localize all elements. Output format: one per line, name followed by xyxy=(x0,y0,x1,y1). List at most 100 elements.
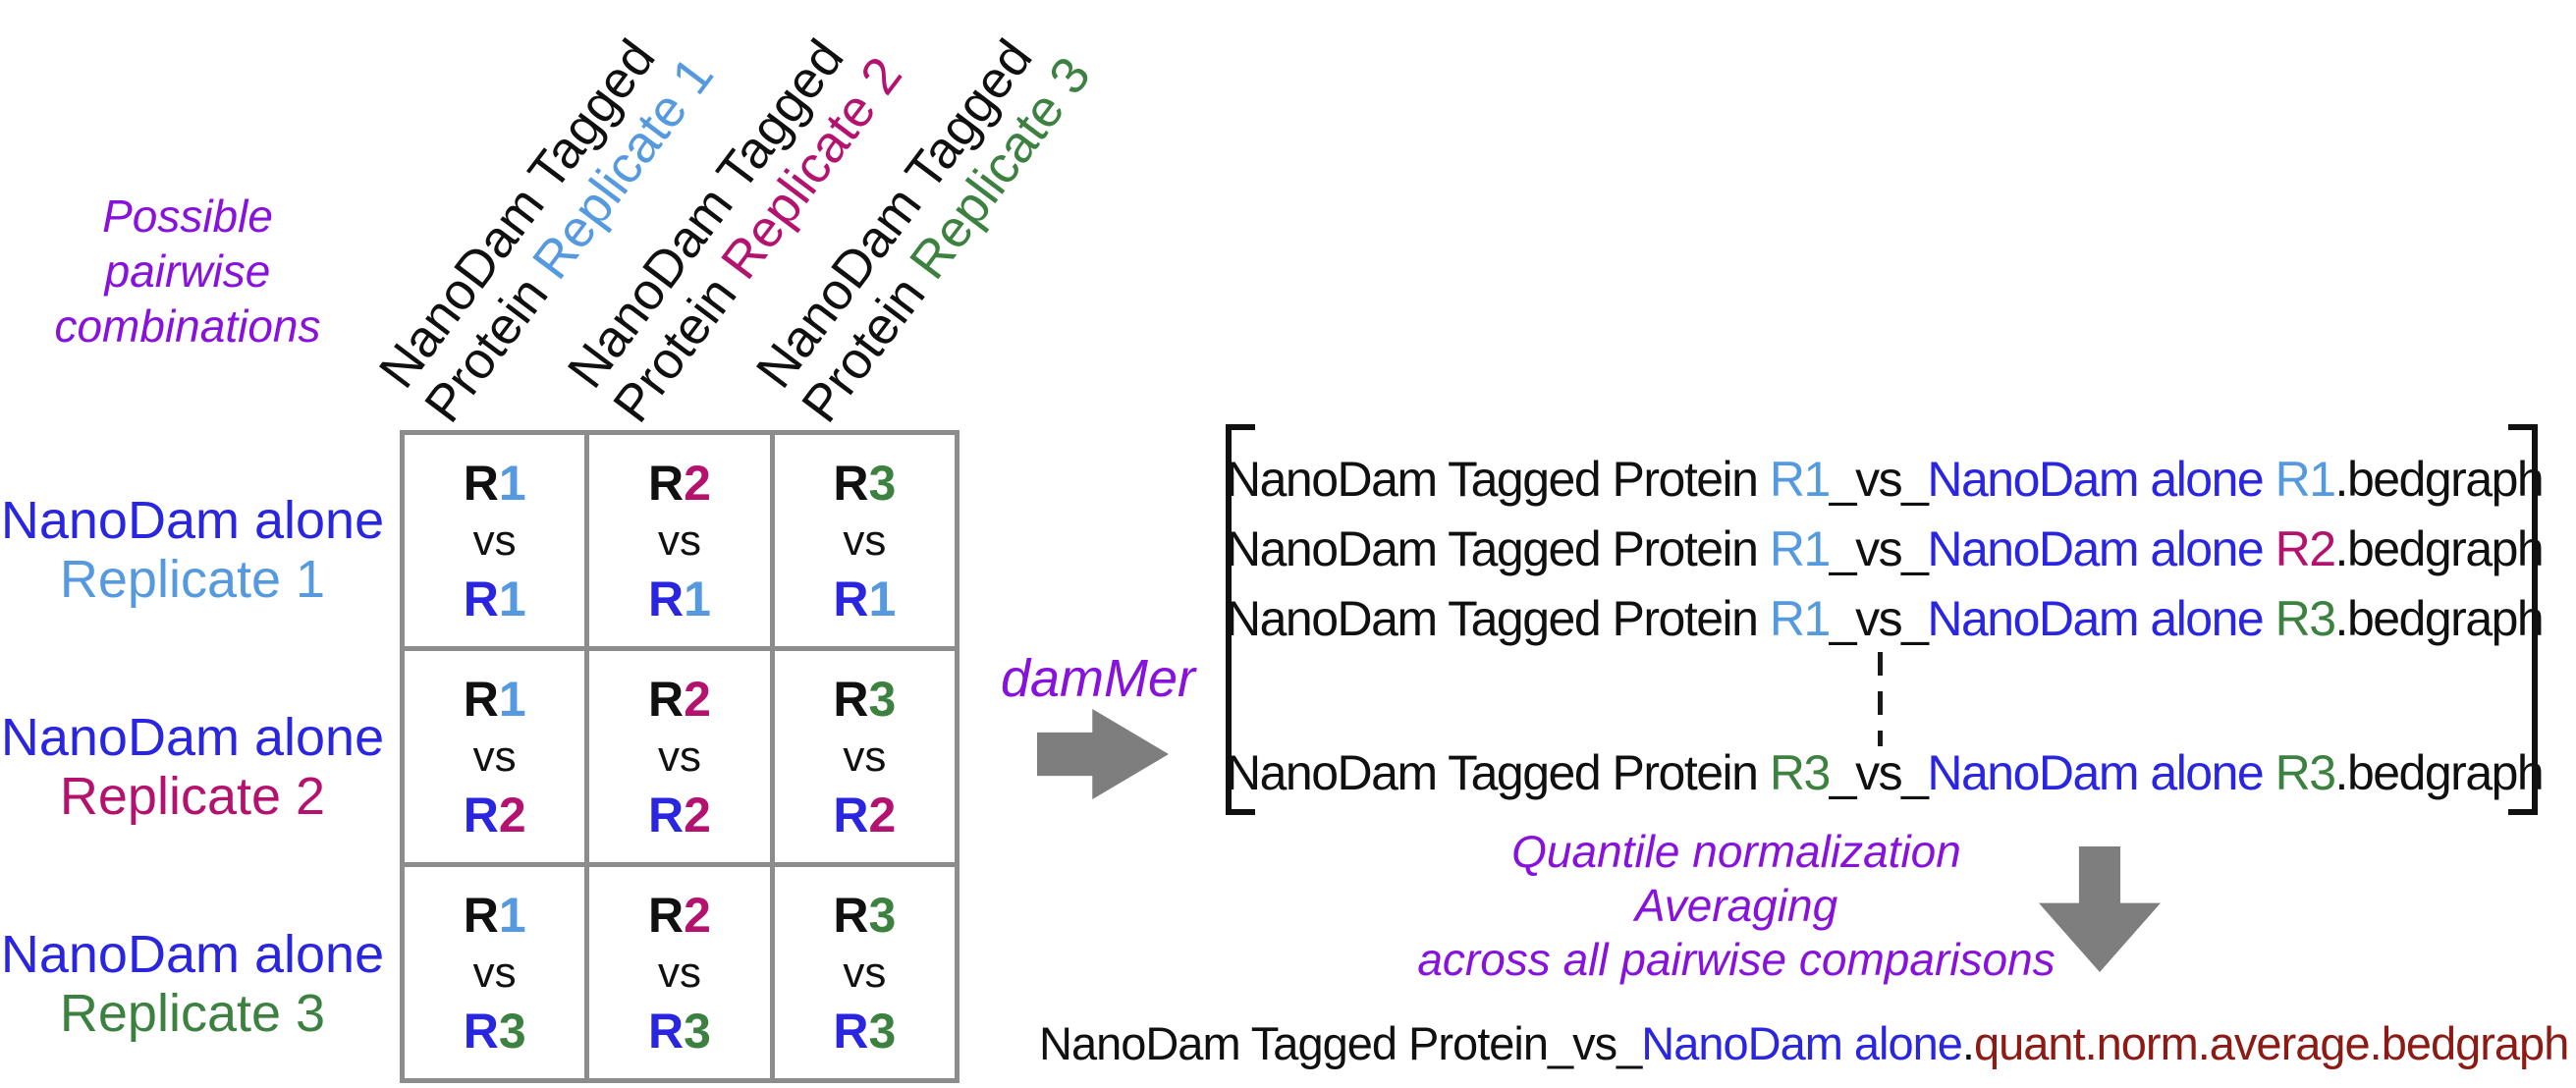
text-segment: NanoDam alone xyxy=(1641,1017,1963,1069)
text-segment: R2 xyxy=(2275,521,2336,576)
text-segment: R xyxy=(463,887,499,943)
text-segment: 2 xyxy=(684,455,711,511)
text-segment: 2 xyxy=(868,787,897,843)
cell-bottom-label: R3 xyxy=(833,1004,896,1059)
text-segment: 2 xyxy=(684,671,711,727)
text-segment: R xyxy=(648,671,685,727)
cell-bottom-label: R2 xyxy=(648,788,711,843)
text-segment: R xyxy=(833,671,869,727)
text-segment: R xyxy=(833,887,869,943)
text-segment: NanoDam Tagged Protein xyxy=(1226,591,1770,646)
text-segment: 1 xyxy=(498,455,526,511)
matrix-cell: R1 vs R3 xyxy=(405,867,585,1078)
ellipsis-dashes-icon xyxy=(1878,652,1883,746)
text-segment: 3 xyxy=(868,1003,897,1059)
cell-top-label: R3 xyxy=(833,456,896,511)
text-segment: R xyxy=(833,455,869,511)
cell-bottom-label: R1 xyxy=(833,571,896,626)
text-segment: 2 xyxy=(684,887,711,943)
text-segment: 1 xyxy=(868,571,897,626)
bedgraph-file-line: NanoDam Tagged Protein R1_vs_NanoDam alo… xyxy=(1226,591,2545,646)
cell-bottom-label: R1 xyxy=(648,571,711,626)
cell-bottom-label: R2 xyxy=(833,788,896,843)
text-segment: 1 xyxy=(498,671,526,727)
process-line: Averaging xyxy=(1634,880,1838,931)
cell-vs-label: vs xyxy=(472,516,517,565)
text-segment: .bedgraph xyxy=(2334,745,2545,800)
cell-top-label: R2 xyxy=(648,456,711,511)
text-segment: _vs_ xyxy=(1829,591,1929,646)
text-segment: _vs_ xyxy=(1829,745,1929,800)
text-segment: quant.norm.average.bedgraph xyxy=(1973,1017,2569,1069)
cell-vs-label: vs xyxy=(843,516,887,565)
row-label-line1: NanoDam alone xyxy=(0,491,385,550)
bedgraph-file-line: NanoDam Tagged Protein R1_vs_NanoDam alo… xyxy=(1226,452,2545,507)
cell-vs-label: vs xyxy=(657,732,701,781)
cell-top-label: R3 xyxy=(833,888,896,943)
matrix-cell: R1 vs R1 xyxy=(405,435,585,646)
text-segment: NanoDam alone xyxy=(1927,591,2275,646)
row-label-line1: NanoDam alone xyxy=(0,925,385,984)
matrix-cell: R2 vs R2 xyxy=(589,651,770,862)
text-segment: 2 xyxy=(498,787,526,843)
cell-top-label: R3 xyxy=(833,672,896,727)
cell-bottom-label: R3 xyxy=(648,1004,711,1059)
text-segment: 3 xyxy=(868,671,897,727)
cell-vs-label: vs xyxy=(843,732,887,781)
text-segment: R xyxy=(463,571,499,626)
text-segment: NanoDam Tagged Protein xyxy=(1226,521,1770,576)
cell-top-label: R2 xyxy=(648,888,711,943)
text-segment: R xyxy=(463,455,499,511)
text-segment: .bedgraph xyxy=(2334,591,2545,646)
text-segment: _vs_ xyxy=(1829,521,1929,576)
bedgraph-file-line: NanoDam Tagged Protein R1_vs_NanoDam alo… xyxy=(1226,521,2545,576)
cell-bottom-label: R1 xyxy=(464,571,526,626)
text-segment: 3 xyxy=(684,1003,711,1059)
intro-line: pairwise xyxy=(104,245,271,297)
text-segment: .bedgraph xyxy=(2334,452,2545,507)
combination-matrix: R1 vs R1 R2 vs R1 R3 vs R1 R1 vs R2 R2 vs R2 R3 vs R2 R1 vs… xyxy=(400,430,959,1083)
text-segment: 1 xyxy=(684,571,711,626)
arrow-right-icon xyxy=(1037,709,1169,799)
cell-top-label: R1 xyxy=(464,672,526,727)
intro-line: combinations xyxy=(54,300,321,352)
bracket-left xyxy=(1226,424,1255,815)
text-segment: NanoDam alone xyxy=(1927,521,2275,576)
process-caption: Quantile normalization Averaging across … xyxy=(1336,825,2137,987)
matrix-cell: R3 vs R2 xyxy=(774,651,955,862)
matrix-cell: R3 vs R1 xyxy=(774,435,955,646)
text-segment: R xyxy=(463,1003,499,1059)
text-segment: R3 xyxy=(2275,591,2336,646)
text-segment: R xyxy=(648,887,685,943)
text-segment: 1 xyxy=(498,887,526,943)
output-filename: NanoDam Tagged Protein_vs_NanoDam alone.… xyxy=(1039,1017,2569,1070)
process-line: across all pairwise comparisons xyxy=(1417,934,2055,985)
text-segment: NanoDam alone xyxy=(1927,745,2275,800)
text-segment: R xyxy=(833,1003,869,1059)
bedgraph-file-line: NanoDam Tagged Protein R3_vs_NanoDam alo… xyxy=(1226,745,2545,800)
cell-top-label: R2 xyxy=(648,672,711,727)
text-segment: R1 xyxy=(1769,591,1831,646)
text-segment: 3 xyxy=(498,1003,526,1059)
text-segment: .bedgraph xyxy=(2334,521,2545,576)
process-line: Quantile normalization xyxy=(1511,826,1961,877)
cell-vs-label: vs xyxy=(472,948,517,997)
text-segment: _vs_ xyxy=(1829,452,1929,507)
text-segment: 3 xyxy=(868,887,897,943)
row-label-replicate-3: NanoDam alone Replicate 3 xyxy=(0,925,385,1043)
bedgraph-list: NanoDam Tagged Protein R1_vs_NanoDam alo… xyxy=(1226,424,2545,815)
text-segment: R xyxy=(833,571,869,626)
row-label-replicate-1: NanoDam alone Replicate 1 xyxy=(0,491,385,609)
text-segment: R3 xyxy=(1769,745,1831,800)
cell-vs-label: vs xyxy=(843,948,887,997)
matrix-cell: R1 vs R2 xyxy=(405,651,585,862)
text-segment: R xyxy=(648,455,685,511)
text-segment: R xyxy=(648,1003,685,1059)
intro-line: Possible xyxy=(102,190,273,242)
text-segment: R xyxy=(463,671,499,727)
row-label-line2: Replicate 2 xyxy=(59,767,326,826)
text-segment: 2 xyxy=(684,787,711,843)
matrix-cell: R2 vs R3 xyxy=(589,867,770,1078)
row-label-replicate-2: NanoDam alone Replicate 2 xyxy=(0,708,385,826)
